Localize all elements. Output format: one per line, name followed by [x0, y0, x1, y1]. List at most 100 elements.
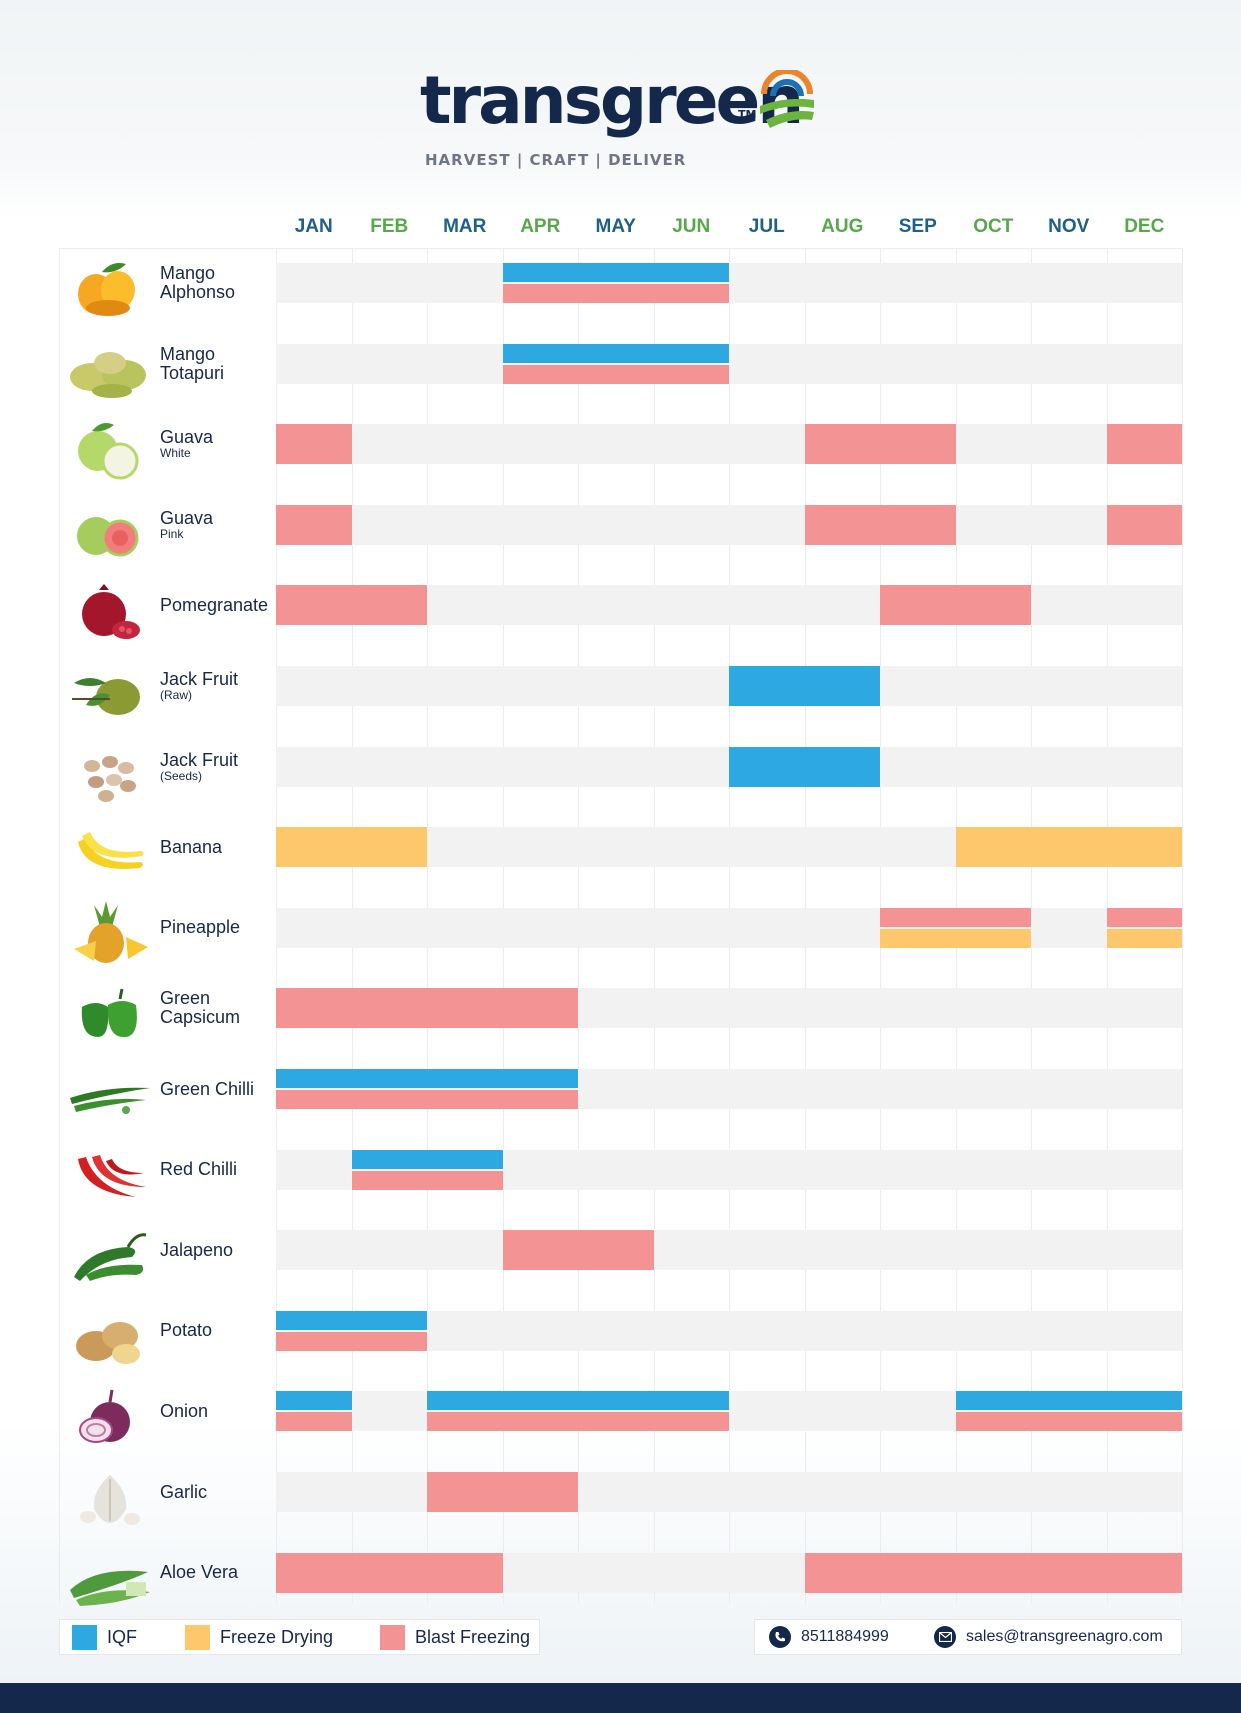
month-header-apr: APR	[503, 216, 579, 238]
item-label-onion: Onion	[160, 1402, 208, 1421]
item-label-potato: Potato	[160, 1321, 212, 1340]
bar-freeze-drying-banana	[276, 827, 427, 867]
legend-item-freeze-drying: Freeze Drying	[185, 1620, 333, 1654]
onion-icon	[66, 1380, 154, 1454]
bar-blast-freezing-green-capsicum	[276, 988, 578, 1028]
item-name-line: Red Chilli	[160, 1160, 237, 1179]
bar-iqf-green-chilli	[276, 1069, 578, 1088]
item-label-guava-white: Guava White	[160, 428, 213, 460]
item-label-garlic: Garlic	[160, 1483, 207, 1502]
bar-blast-freezing-aloe-vera	[276, 1553, 503, 1593]
row-track-mango-totapuri	[276, 344, 1182, 384]
bar-iqf-onion	[956, 1391, 1183, 1410]
month-header-mar: MAR	[427, 216, 503, 238]
item-label-green-chilli: Green Chilli	[160, 1080, 254, 1099]
month-header-oct: OCT	[956, 216, 1032, 238]
pineapple-icon	[66, 897, 154, 971]
bar-blast-freezing-pineapple	[880, 908, 1031, 927]
item-name-line: Banana	[160, 838, 222, 857]
email-address[interactable]: sales@transgreenagro.com	[966, 1628, 1163, 1646]
item-name-line: Jalapeno	[160, 1241, 233, 1260]
contact-phone[interactable]: 8511884999	[769, 1620, 889, 1654]
potato-icon	[66, 1300, 154, 1374]
item-label-banana: Banana	[160, 838, 222, 857]
item-label-jalapeno: Jalapeno	[160, 1241, 233, 1260]
bar-blast-freezing-mango-alphonso	[503, 284, 730, 303]
contact-email[interactable]: sales@transgreenagro.com	[934, 1620, 1163, 1654]
item-label-red-chilli: Red Chilli	[160, 1160, 237, 1179]
footer-bar	[0, 1683, 1241, 1713]
row-track-pineapple	[276, 908, 1182, 948]
month-header-dec: DEC	[1107, 216, 1183, 238]
item-name-line: Jack Fruit	[160, 670, 238, 689]
item-label-jack-fruit-seeds: Jack Fruit (Seeds)	[160, 751, 238, 783]
row-track-mango-alphonso	[276, 263, 1182, 303]
item-label-guava-pink: Guava Pink	[160, 509, 213, 541]
jalapeno-icon	[66, 1219, 154, 1293]
item-name-line: Capsicum	[160, 1008, 240, 1027]
item-name-line: Pineapple	[160, 918, 240, 937]
month-header-jul: JUL	[729, 216, 805, 238]
month-header-feb: FEB	[352, 216, 428, 238]
bar-blast-freezing-guava-pink	[276, 505, 352, 545]
legend: IQF Freeze Drying Blast Freezing	[59, 1619, 540, 1655]
legend-item-blast-freezing: Blast Freezing	[380, 1620, 530, 1654]
bar-blast-freezing-guava-white	[276, 424, 352, 464]
item-name-line: Onion	[160, 1402, 208, 1421]
item-name-line: Guava	[160, 509, 213, 528]
legend-label-blast-freezing: Blast Freezing	[415, 1627, 530, 1648]
row-track-guava-white	[276, 424, 1182, 464]
mail-icon	[934, 1626, 956, 1648]
item-subtitle: White	[160, 447, 213, 460]
item-name-line: Aloe Vera	[160, 1563, 238, 1582]
jackfruit-raw-icon	[66, 655, 154, 729]
bar-iqf-jack-fruit-seeds	[729, 747, 880, 787]
bar-blast-freezing-onion	[956, 1412, 1183, 1431]
row-track-jalapeno	[276, 1230, 1182, 1270]
green-capsicum-icon	[66, 977, 154, 1051]
bar-iqf-jack-fruit-raw	[729, 666, 880, 706]
bar-blast-freezing-onion	[427, 1412, 729, 1431]
bar-iqf-potato	[276, 1311, 427, 1330]
guava-pink-icon	[66, 494, 154, 568]
legend-swatch-iqf	[72, 1625, 97, 1650]
bar-blast-freezing-pineapple	[1107, 908, 1183, 927]
item-name-line: Pomegranate	[160, 596, 268, 615]
mango-alphonso-icon	[66, 252, 154, 326]
item-label-aloe-vera: Aloe Vera	[160, 1563, 238, 1582]
phone-number[interactable]: 8511884999	[801, 1628, 889, 1646]
bar-blast-freezing-green-chilli	[276, 1090, 578, 1109]
item-subtitle: (Seeds)	[160, 770, 238, 783]
item-label-mango-alphonso: Mango Alphonso	[160, 264, 235, 302]
item-name-line: Totapuri	[160, 364, 224, 383]
bar-blast-freezing-guava-white	[1107, 424, 1183, 464]
red-chilli-icon	[66, 1139, 154, 1213]
item-name-line: Mango	[160, 345, 224, 364]
phone-icon	[769, 1626, 791, 1648]
month-header-jan: JAN	[276, 216, 352, 238]
item-name-line: Jack Fruit	[160, 751, 238, 770]
bar-iqf-mango-alphonso	[503, 263, 730, 282]
mango-totapuri-icon	[66, 333, 154, 407]
item-name-line: Green Chilli	[160, 1080, 254, 1099]
item-name-line: Green	[160, 989, 240, 1008]
bar-blast-freezing-aloe-vera	[805, 1553, 1183, 1593]
bar-blast-freezing-guava-white	[805, 424, 956, 464]
item-name-line: Mango	[160, 264, 235, 283]
month-header-sep: SEP	[880, 216, 956, 238]
row-track-guava-pink	[276, 505, 1182, 545]
item-name-line: Alphonso	[160, 283, 235, 302]
bar-blast-freezing-onion	[276, 1412, 352, 1431]
bar-blast-freezing-garlic	[427, 1472, 578, 1512]
bar-blast-freezing-pomegranate	[276, 585, 427, 625]
item-label-pomegranate: Pomegranate	[160, 596, 268, 615]
item-subtitle: Pink	[160, 528, 213, 541]
bar-iqf-red-chilli	[352, 1150, 503, 1169]
bar-iqf-onion	[427, 1391, 729, 1410]
garlic-icon	[66, 1461, 154, 1535]
item-subtitle: (Raw)	[160, 689, 238, 702]
legend-label-freeze-drying: Freeze Drying	[220, 1627, 333, 1648]
item-name-line: Guava	[160, 428, 213, 447]
seasonal-chart: JAN FEB MAR APR MAY JUN JUL AUG SEP OCT NOV DEC Mang…	[0, 0, 1241, 1713]
green-chilli-icon	[66, 1058, 154, 1132]
